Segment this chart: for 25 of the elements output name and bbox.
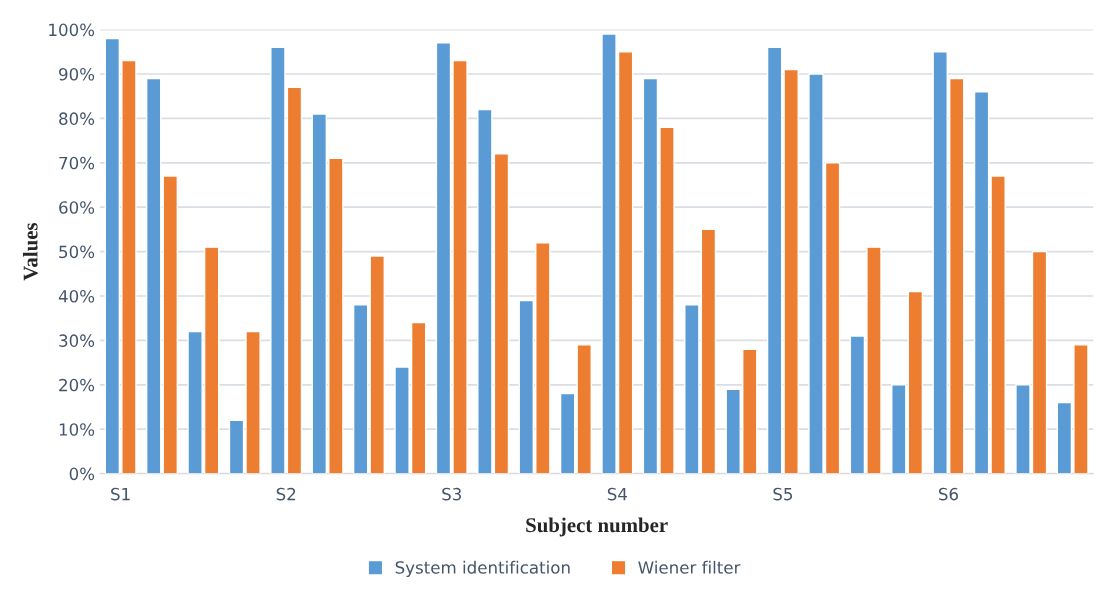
x-tick-label: S2 (276, 487, 296, 501)
x-axis-title: Subject number (526, 517, 668, 537)
bar (162, 175, 179, 474)
y-tick-label: 40% (58, 289, 95, 303)
x-tick-label: S1 (111, 487, 130, 501)
y-tick-label: 50% (59, 245, 95, 259)
y-axis-title: Values (22, 222, 38, 281)
y-tick-label: 20% (59, 378, 95, 392)
bar (352, 304, 369, 474)
bar (369, 255, 385, 474)
y-tick-label: 90% (59, 67, 95, 81)
y-tick-label: 10% (59, 423, 95, 436)
y-tick-label: 100% (49, 23, 95, 37)
y-tick-label: 30% (59, 334, 95, 347)
x-tick-label: S5 (773, 487, 793, 501)
legend-label: Wiener filter (638, 560, 741, 574)
y-tick-label: 60% (59, 201, 95, 214)
legend-label: System identification (395, 560, 570, 577)
y-tick-label: 70% (59, 156, 95, 170)
x-tick-label: S3 (442, 487, 461, 501)
y-tick-label: 80% (59, 112, 95, 125)
bar (145, 77, 162, 474)
x-tick-label: S4 (607, 487, 627, 501)
y-tick-label: 0% (69, 467, 95, 481)
x-tick-label: S6 (938, 487, 959, 501)
